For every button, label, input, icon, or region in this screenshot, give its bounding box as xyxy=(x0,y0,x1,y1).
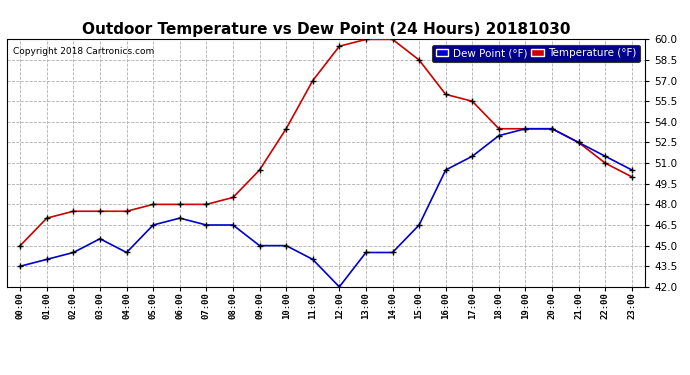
Text: Copyright 2018 Cartronics.com: Copyright 2018 Cartronics.com xyxy=(13,47,155,56)
Title: Outdoor Temperature vs Dew Point (24 Hours) 20181030: Outdoor Temperature vs Dew Point (24 Hou… xyxy=(82,22,570,37)
Legend: Dew Point (°F), Temperature (°F): Dew Point (°F), Temperature (°F) xyxy=(432,45,640,62)
